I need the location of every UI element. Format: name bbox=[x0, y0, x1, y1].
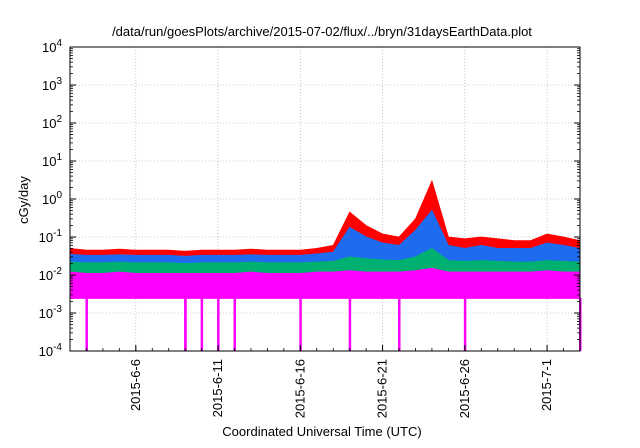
dropout-spike bbox=[184, 297, 187, 351]
y-tick-label: 10-2 bbox=[39, 266, 63, 283]
x-tick-label: 2015-7-1 bbox=[539, 359, 554, 411]
dropout-spike bbox=[200, 297, 204, 351]
dropout-spike bbox=[463, 297, 467, 351]
x-tick-label: 2015-6-21 bbox=[375, 359, 390, 418]
y-tick-label: 10-3 bbox=[39, 304, 63, 321]
dropout-spike bbox=[217, 297, 220, 351]
grid bbox=[70, 46, 580, 352]
y-axis-label: cGy/day bbox=[16, 176, 31, 224]
x-tick-label: 2015-6-26 bbox=[457, 359, 472, 418]
axes: 10-4 10-3 10-2 10-1 100 101 102 103 104 2015-6-6 2… bbox=[39, 38, 581, 418]
dropout-spike bbox=[299, 297, 302, 351]
y-tick-label: 101 bbox=[42, 152, 62, 169]
dropout-spike bbox=[85, 297, 88, 351]
plot-frame bbox=[69, 46, 581, 352]
y-tick-label: 100 bbox=[42, 190, 62, 207]
dropout-spike bbox=[348, 297, 352, 351]
y-tick-label: 104 bbox=[42, 38, 62, 55]
y-tick-label: 103 bbox=[42, 76, 62, 93]
chart-title: /data/run/goesPlots/archive/2015-07-02/f… bbox=[112, 24, 532, 39]
y-tick-label: 10-1 bbox=[39, 228, 63, 245]
x-tick-label: 2015-6-11 bbox=[210, 359, 225, 417]
y-tick-label: 102 bbox=[42, 114, 62, 131]
series-layer bbox=[69, 179, 582, 351]
x-axis-label: Coordinated Universal Time (UTC) bbox=[222, 424, 421, 439]
baseline-band bbox=[70, 296, 580, 299]
data-series-area bbox=[69, 267, 581, 299]
x-tick-label: 2015-6-6 bbox=[128, 359, 143, 411]
x-tick-label: 2015-6-16 bbox=[292, 359, 307, 418]
y-tick-label: 10-4 bbox=[39, 342, 63, 359]
dropout-spike bbox=[233, 297, 237, 351]
dropout-spike bbox=[398, 297, 401, 351]
